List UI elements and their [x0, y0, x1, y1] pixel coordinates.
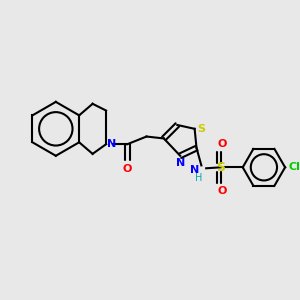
Text: S: S	[216, 161, 225, 174]
Text: O: O	[218, 139, 227, 149]
Text: N: N	[190, 165, 199, 175]
Text: Cl: Cl	[289, 162, 300, 172]
Text: N: N	[176, 158, 185, 168]
Text: O: O	[218, 186, 227, 196]
Text: H: H	[195, 173, 202, 183]
Text: N: N	[107, 139, 116, 149]
Text: S: S	[197, 124, 206, 134]
Text: O: O	[123, 164, 132, 174]
